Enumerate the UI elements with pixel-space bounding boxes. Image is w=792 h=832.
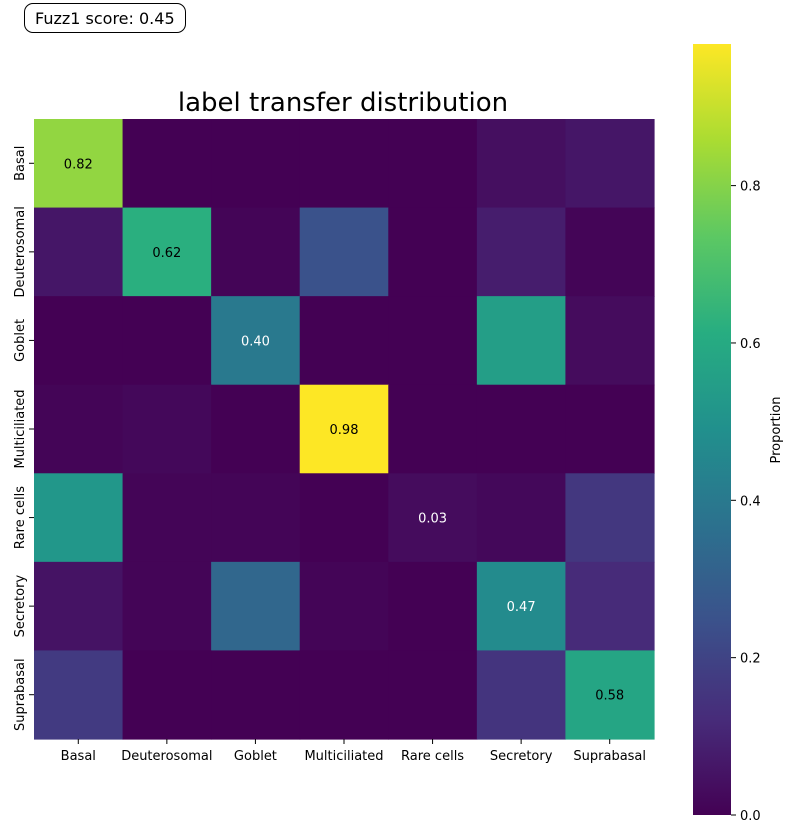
heatmap-cell bbox=[211, 296, 301, 386]
cell-annotation: 0.40 bbox=[241, 334, 270, 349]
heatmap-cell bbox=[211, 561, 301, 652]
heatmap-cell bbox=[34, 207, 124, 297]
cell-annotation: 0.58 bbox=[595, 689, 624, 704]
heatmap-cell bbox=[476, 207, 567, 297]
colorbar-tick-label: 0.4 bbox=[740, 494, 761, 509]
heatmap-cell bbox=[122, 119, 212, 209]
heatmap-cell bbox=[565, 296, 655, 386]
heatmap-cell bbox=[34, 473, 124, 563]
colorbar-tick-label: 0.2 bbox=[740, 652, 761, 667]
heatmap-cell bbox=[211, 384, 301, 474]
cell-annotation: 0.47 bbox=[507, 600, 536, 615]
heatmap-cell bbox=[34, 650, 124, 740]
heatmap-cell bbox=[299, 207, 389, 297]
cell-annotation: 0.98 bbox=[330, 423, 359, 438]
heatmap-cell bbox=[565, 384, 655, 474]
colorbar-gradient bbox=[693, 44, 731, 815]
x-tick-label: Basal bbox=[61, 749, 96, 764]
y-tick-label: Secretory bbox=[13, 575, 28, 638]
x-tick-label: Secretory bbox=[490, 749, 553, 764]
heatmap-cell bbox=[565, 207, 655, 297]
heatmap-cell bbox=[476, 119, 567, 209]
heatmap-cell bbox=[211, 207, 301, 297]
x-tick-label: Multiciliated bbox=[304, 749, 383, 764]
x-tick-label: Rare cells bbox=[401, 749, 464, 764]
heatmap-cells bbox=[34, 119, 655, 740]
heatmap-cell bbox=[122, 296, 212, 386]
heatmap-cell bbox=[299, 119, 389, 209]
colorbar-label: Proportion bbox=[769, 396, 784, 463]
y-tick-label: Rare cells bbox=[13, 486, 28, 549]
heatmap-cell bbox=[34, 296, 124, 386]
heatmap-cell bbox=[565, 561, 655, 652]
heatmap-cell bbox=[476, 473, 567, 563]
y-tick-label: Multiciliated bbox=[13, 389, 28, 468]
heatmap-cell bbox=[211, 119, 301, 209]
heatmap-cell bbox=[388, 473, 478, 563]
heatmap-cell bbox=[476, 561, 567, 652]
heatmap-cell bbox=[299, 296, 389, 386]
heatmap-cell bbox=[388, 650, 478, 740]
heatmap-cell bbox=[565, 473, 655, 563]
heatmap-cell bbox=[388, 207, 478, 297]
cell-annotation: 0.62 bbox=[152, 246, 181, 261]
heatmap-cell bbox=[476, 650, 567, 740]
heatmap-cell bbox=[299, 473, 389, 563]
heatmap-cell bbox=[122, 561, 212, 652]
cell-annotation: 0.03 bbox=[418, 512, 447, 527]
x-axis: Basal Deuterosomal Goblet Multiciliated Rare… bbox=[61, 738, 646, 764]
heatmap-cell bbox=[476, 296, 567, 386]
colorbar-tick-label: 0.6 bbox=[740, 337, 761, 352]
heatmap-cell bbox=[211, 473, 301, 563]
heatmap-cell bbox=[565, 650, 655, 740]
colorbar-tick-label: 0.8 bbox=[740, 180, 761, 195]
y-tick-label: Deuterosomal bbox=[13, 206, 28, 297]
heatmap-cell bbox=[299, 650, 389, 740]
chart-title: label transfer distribution bbox=[178, 88, 508, 118]
heatmap-cell bbox=[476, 384, 567, 474]
colorbar-tick-label: 0.0 bbox=[740, 809, 761, 824]
colorbar: 0.0 0.2 0.4 0.6 0.8 Proportion bbox=[693, 44, 784, 824]
x-tick-label: Goblet bbox=[234, 749, 277, 764]
x-tick-label: Suprabasal bbox=[573, 749, 646, 764]
heatmap-cell bbox=[34, 384, 124, 474]
cell-annotation: 0.82 bbox=[64, 157, 93, 172]
heatmap-cell bbox=[565, 119, 655, 209]
heatmap-cell bbox=[211, 650, 301, 740]
heatmap-cell bbox=[34, 561, 124, 652]
heatmap-cell bbox=[122, 473, 212, 563]
heatmap-cell bbox=[299, 561, 389, 652]
heatmap-cell bbox=[388, 384, 478, 474]
y-tick-label: Goblet bbox=[13, 319, 28, 362]
heatmap-cell bbox=[299, 384, 389, 474]
heatmap-cell bbox=[388, 119, 478, 209]
y-tick-label: Basal bbox=[13, 146, 28, 181]
heatmap-cell bbox=[122, 207, 212, 297]
heatmap-cell bbox=[34, 119, 124, 209]
y-tick-label: Suprabasal bbox=[13, 658, 28, 731]
y-axis: Basal Deuterosomal Goblet Multiciliated Rare… bbox=[13, 146, 34, 731]
heatmap-cell bbox=[388, 296, 478, 386]
heatmap-annotations: 0.82 0.62 0.40 0.98 0.03 0.47 0.58 bbox=[64, 157, 624, 703]
x-tick-label: Deuterosomal bbox=[121, 749, 212, 764]
heatmap-cell bbox=[122, 650, 212, 740]
heatmap-cell bbox=[122, 384, 212, 474]
score-badge: Fuzz1 score: 0.45 bbox=[24, 3, 186, 33]
heatmap-cell bbox=[388, 561, 478, 652]
